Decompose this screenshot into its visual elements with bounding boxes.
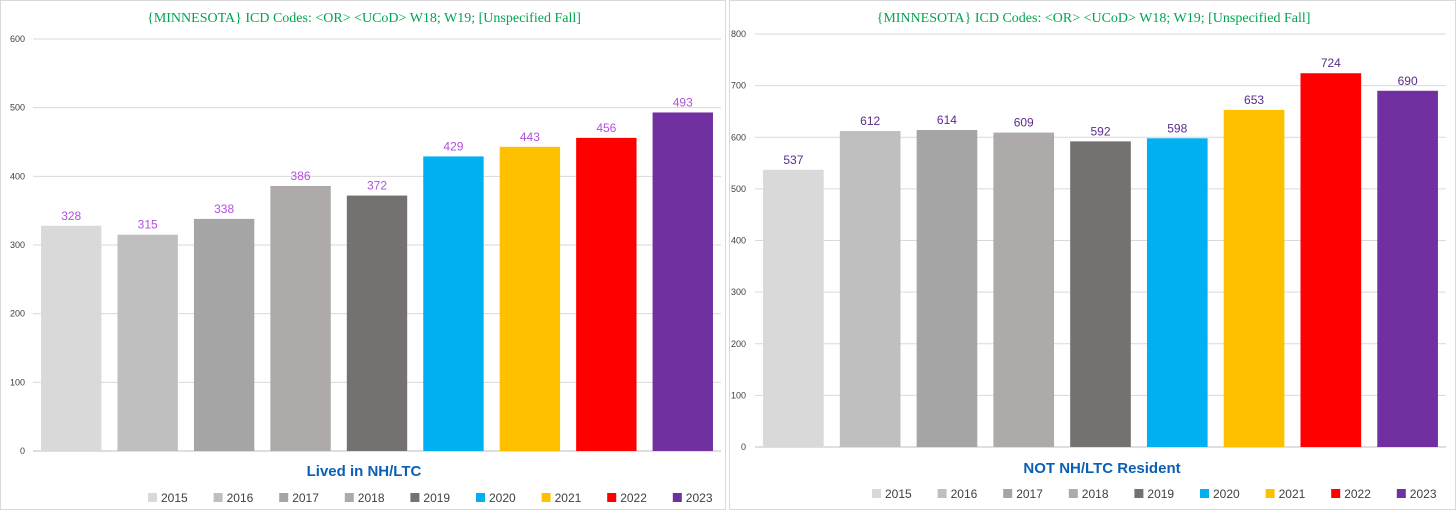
bar-2017 [193, 218, 255, 451]
bar-2021 [499, 146, 561, 451]
data-label-2018: 609 [1014, 116, 1034, 130]
y-tick-label: 100 [731, 390, 746, 400]
legend-swatch-2016 [937, 489, 947, 498]
y-tick-label: 100 [10, 377, 25, 387]
chart-panel-not-nh-ltc: {MINNESOTA} ICD Codes: <OR> <UCoD> W18; … [729, 0, 1456, 510]
legend-swatch-2021 [1265, 489, 1275, 498]
legend-swatch-2023 [672, 493, 682, 502]
bar-2023 [1377, 90, 1438, 447]
legend-swatch-2017 [1003, 489, 1013, 498]
legend-label-2018: 2018 [358, 491, 385, 505]
chart-panel-nh-ltc: {MINNESOTA} ICD Codes: <OR> <UCoD> W18; … [0, 0, 726, 510]
legend-label-2018: 2018 [1082, 487, 1109, 501]
bar-2022 [1300, 73, 1362, 448]
bar-2015 [41, 225, 102, 451]
bar-2017 [916, 130, 978, 447]
bar-2018 [993, 132, 1055, 447]
legend-swatch-2017 [279, 493, 289, 502]
legend-label-2023: 2023 [1410, 487, 1437, 501]
legend-swatch-2015 [872, 489, 881, 498]
chart-title: Lived in NH/LTC [307, 463, 422, 480]
y-tick-label: 200 [731, 339, 746, 349]
legend-label-2021: 2021 [555, 491, 582, 505]
legend-label-2023: 2023 [686, 491, 713, 505]
legend-swatch-2019 [410, 493, 420, 502]
y-tick-label: 300 [10, 240, 25, 250]
data-label-2018: 386 [291, 169, 311, 183]
bar-2019 [1070, 141, 1131, 447]
y-tick-label: 0 [741, 442, 746, 452]
y-tick-label: 600 [731, 132, 746, 142]
bar-2015 [763, 169, 824, 447]
y-tick-label: 300 [731, 287, 746, 297]
y-tick-label: 800 [731, 29, 746, 39]
y-tick-label: 700 [731, 81, 746, 91]
legend-label-2022: 2022 [620, 491, 647, 505]
data-label-2020: 429 [443, 139, 463, 153]
legend-swatch-2021 [541, 493, 551, 502]
legend-label-2017: 2017 [292, 491, 319, 505]
bar-2019 [346, 195, 408, 451]
legend-swatch-2020 [1200, 489, 1209, 498]
bar-2020 [1146, 138, 1208, 447]
legend-swatch-2015 [148, 493, 157, 502]
data-label-2021: 443 [520, 130, 540, 144]
legend-label-2016: 2016 [951, 487, 978, 501]
legend-label-2020: 2020 [489, 491, 516, 505]
y-tick-label: 500 [731, 184, 746, 194]
legend-label-2022: 2022 [1344, 487, 1371, 501]
bar-2016 [839, 131, 901, 447]
legend-swatch-2018 [344, 493, 354, 502]
legend-swatch-2016 [213, 493, 223, 502]
bar-2021 [1223, 109, 1285, 448]
bar-2018 [270, 185, 331, 452]
y-tick-label: 400 [10, 171, 25, 181]
bar-2023 [652, 112, 713, 452]
bar-2020 [423, 156, 484, 452]
bar-chart-nh-ltc: {MINNESOTA} ICD Codes: <OR> <UCoD> W18; … [10, 11, 721, 505]
legend-label-2020: 2020 [1213, 487, 1240, 501]
legend-swatch-2019 [1134, 489, 1144, 498]
bar-chart-not-nh-ltc: {MINNESOTA} ICD Codes: <OR> <UCoD> W18; … [731, 11, 1446, 501]
data-label-2021: 653 [1244, 93, 1264, 107]
legend-label-2021: 2021 [1279, 487, 1306, 501]
y-tick-label: 400 [731, 236, 746, 246]
legend-label-2019: 2019 [1147, 487, 1174, 501]
legend-swatch-2020 [476, 493, 485, 502]
data-label-2017: 614 [937, 113, 957, 127]
data-label-2020: 598 [1167, 121, 1187, 135]
legend-swatch-2022 [607, 493, 617, 502]
data-label-2016: 315 [138, 218, 158, 232]
bar-2016 [117, 234, 178, 451]
legend-swatch-2018 [1068, 489, 1078, 498]
legend-label-2015: 2015 [885, 487, 912, 501]
data-label-2023: 493 [673, 95, 693, 109]
data-label-2023: 690 [1398, 74, 1418, 88]
legend-label-2019: 2019 [423, 491, 450, 505]
chart-supertitle: {MINNESOTA} ICD Codes: <OR> <UCoD> W18; … [147, 11, 581, 26]
y-tick-label: 0 [20, 446, 25, 456]
legend-label-2016: 2016 [227, 491, 254, 505]
data-label-2019: 592 [1090, 124, 1110, 138]
data-label-2016: 612 [860, 114, 880, 128]
data-label-2022: 456 [596, 121, 616, 135]
data-label-2022: 724 [1321, 56, 1341, 70]
data-label-2017: 338 [214, 202, 234, 216]
y-tick-label: 200 [10, 309, 25, 319]
y-tick-label: 600 [10, 34, 25, 44]
chart-title: NOT NH/LTC Resident [1023, 460, 1180, 477]
legend-label-2015: 2015 [161, 491, 188, 505]
data-label-2019: 372 [367, 179, 387, 193]
y-tick-label: 500 [10, 103, 25, 113]
bar-2022 [576, 137, 637, 451]
legend-swatch-2023 [1396, 489, 1406, 498]
data-label-2015: 537 [783, 153, 803, 167]
legend-swatch-2022 [1331, 489, 1341, 498]
data-label-2015: 328 [61, 209, 81, 223]
chart-supertitle: {MINNESOTA} ICD Codes: <OR> <UCoD> W18; … [877, 11, 1311, 26]
legend-label-2017: 2017 [1016, 487, 1043, 501]
